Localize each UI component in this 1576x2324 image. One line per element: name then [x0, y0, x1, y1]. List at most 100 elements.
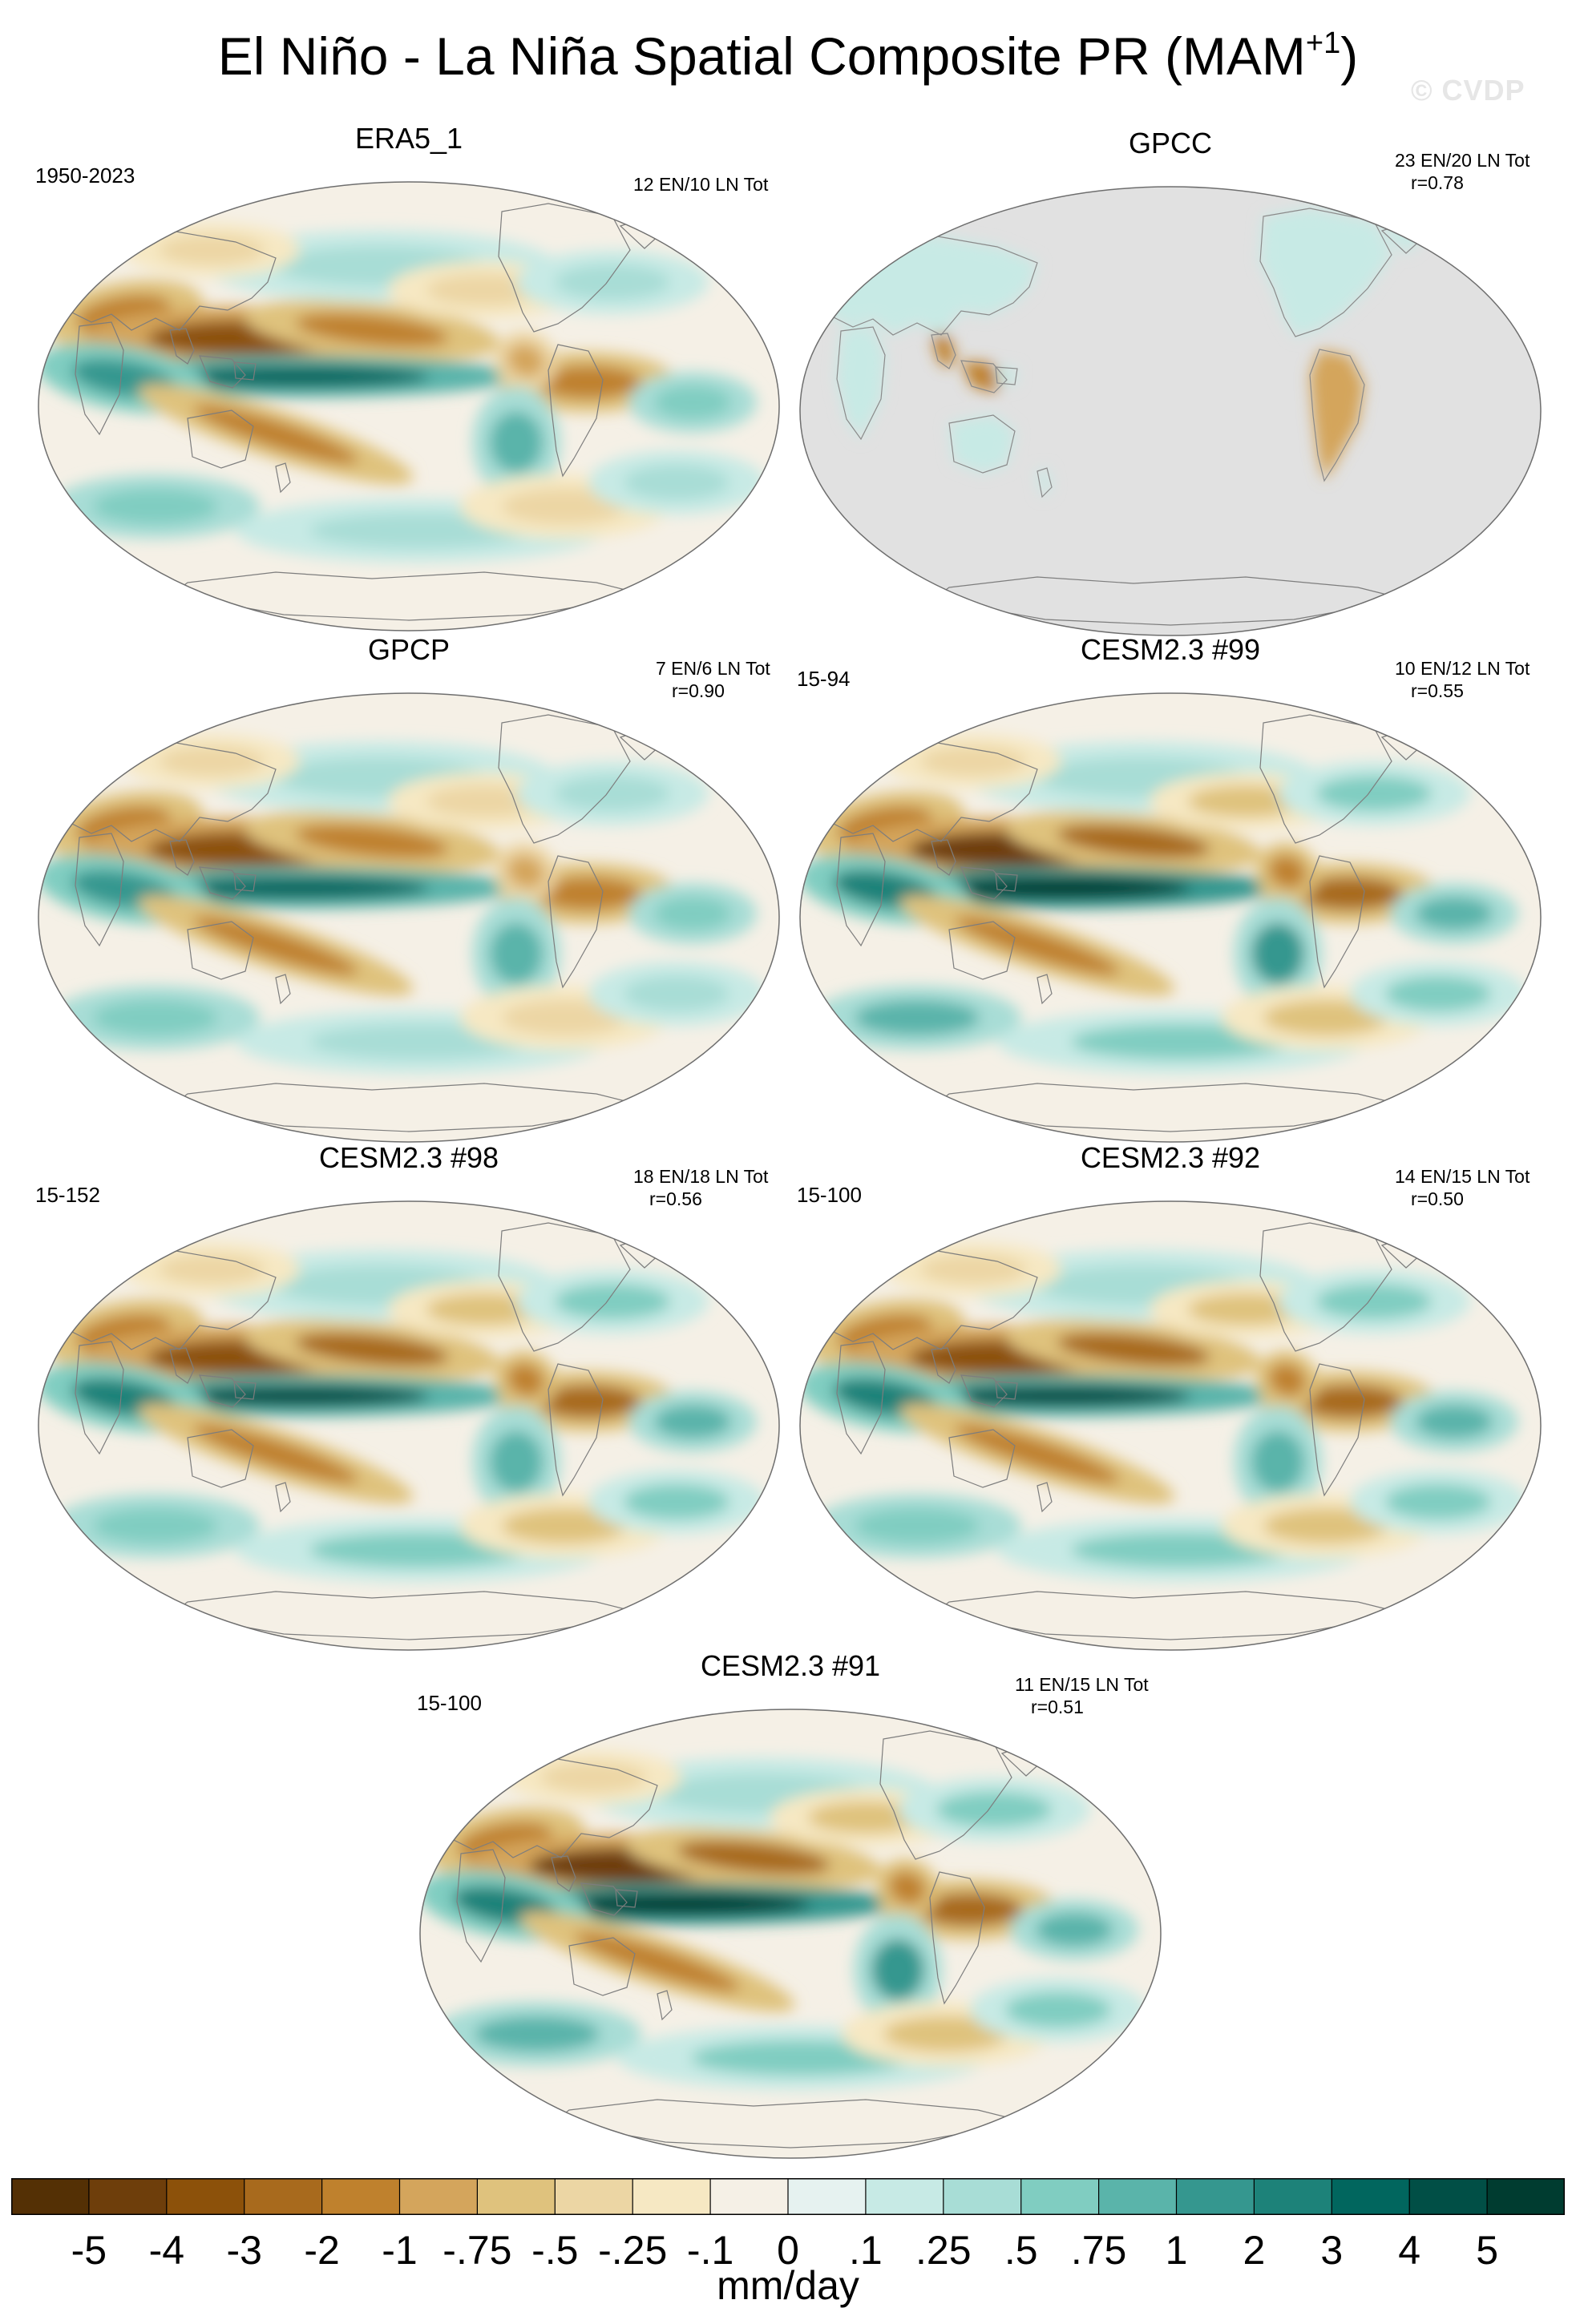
anomaly-core — [1036, 1913, 1113, 1947]
map-panel-cesm-98: CESM2.3 #98 15-152 18 EN/18 LN Tot r=0.5… — [35, 1141, 782, 1654]
coastline — [948, 921, 1016, 980]
panel-stats: 23 EN/20 LN Tot r=0.78 — [1395, 149, 1530, 194]
panel-stats: 18 EN/18 LN Tot r=0.56 — [633, 1165, 768, 1210]
event-count: 12 EN/10 LN Tot — [633, 174, 769, 195]
anomaly-core — [624, 465, 729, 500]
anomaly-core — [170, 876, 430, 900]
coastline — [275, 1482, 291, 1513]
land-anomaly — [949, 415, 1015, 473]
colorbar-swatch — [943, 2178, 1022, 2215]
coastline — [233, 873, 257, 892]
anomaly-core — [1297, 1385, 1403, 1418]
anomaly-field — [420, 1730, 1146, 2148]
coastline — [836, 833, 886, 947]
panel-title: CESM2.3 #99 — [1080, 633, 1261, 666]
colorbar-swatch — [321, 2178, 400, 2215]
colorbar-tick-label: -.5 — [531, 2228, 579, 2273]
coastline — [75, 1341, 124, 1455]
anomaly-core — [193, 405, 358, 464]
colorbar-swatch — [477, 2178, 556, 2215]
anomaly-core — [654, 385, 731, 419]
anomaly-core — [1188, 785, 1303, 817]
colorbar-tick-label: -1 — [382, 2228, 418, 2273]
anomaly-core — [1385, 976, 1491, 1011]
colorbar-swatch — [244, 2178, 323, 2215]
coastline — [233, 1381, 257, 1400]
anomaly-core — [1005, 1992, 1111, 2027]
anomaly-core — [1297, 877, 1403, 910]
anomaly-core — [624, 1484, 729, 1519]
panel-title: ERA5_1 — [354, 122, 463, 155]
panel-stats: 12 EN/10 LN Tot — [633, 173, 768, 196]
coastline — [551, 1855, 576, 1892]
anomaly-core — [159, 235, 265, 265]
anomaly-core — [426, 274, 542, 306]
coastline — [836, 1341, 886, 1455]
colorbar-swatch — [1254, 2178, 1332, 2215]
correlation: r=0.50 — [1411, 1188, 1464, 1209]
land-anomaly — [931, 333, 956, 369]
precipitation-map — [799, 692, 1542, 1143]
anomaly-core — [540, 1762, 646, 1793]
coastline — [49, 230, 277, 331]
panel-title: GPCC — [1128, 127, 1212, 159]
anomaly-core — [917, 1893, 1023, 1927]
colorbar-tick-label: -.25 — [598, 2228, 668, 2273]
coastline — [948, 1429, 1016, 1488]
anomaly-core — [808, 1802, 923, 1834]
anomaly-core — [555, 1284, 670, 1319]
anomaly-core — [295, 1332, 449, 1367]
anomaly-core — [535, 1385, 641, 1418]
anomaly-core — [1416, 897, 1493, 930]
anomaly-core — [93, 1000, 218, 1035]
anomaly-core — [855, 1508, 980, 1543]
anomaly-core — [1316, 1284, 1432, 1319]
anomaly-core — [507, 344, 545, 377]
coastline — [1309, 1363, 1365, 1497]
anomaly-core — [1188, 1293, 1303, 1325]
anomaly-core — [955, 1424, 1120, 1483]
watermark: © CVDP — [1411, 74, 1525, 107]
coastline — [548, 1363, 604, 1497]
colorbar-swatch — [1020, 2178, 1100, 2215]
coastline — [568, 1937, 636, 1996]
coastline — [169, 839, 195, 876]
land-anomaly — [837, 327, 885, 439]
anomaly-core — [1268, 855, 1307, 889]
anomaly-core — [1263, 1000, 1388, 1035]
anomaly-core — [490, 922, 543, 985]
coastline — [199, 866, 246, 900]
map-border — [799, 186, 1542, 636]
coastline — [169, 328, 195, 365]
coastline — [75, 321, 124, 436]
panel-title: GPCP — [367, 633, 451, 666]
map-panel-cesm-99: CESM2.3 #99 15-94 10 EN/12 LN Tot r=0.55 — [797, 633, 1544, 1146]
colorbar-units: mm/day — [717, 2263, 859, 2308]
coastline — [548, 855, 604, 989]
anomaly-core — [93, 489, 218, 524]
anomaly-core — [654, 1405, 731, 1438]
anomaly-core — [1251, 1430, 1304, 1493]
coastline — [995, 873, 1018, 892]
anomaly-core — [920, 746, 1026, 777]
colorbar-swatch — [1176, 2178, 1255, 2215]
anomaly-core — [426, 1293, 542, 1325]
coastline — [960, 360, 1008, 393]
land-anomaly — [1260, 208, 1392, 337]
coastline — [929, 1871, 985, 2005]
colorbar-swatch — [88, 2178, 168, 2215]
anomaly-core — [193, 1424, 358, 1483]
coastline — [199, 355, 246, 389]
event-count: 11 EN/15 LN Tot — [1015, 1674, 1149, 1695]
coastline — [199, 1374, 246, 1408]
map-border — [419, 1709, 1162, 2159]
event-count: 23 EN/20 LN Tot — [1395, 150, 1530, 171]
anomaly-field — [38, 1222, 765, 1640]
anomaly-core — [654, 897, 731, 930]
colorbar-swatch — [166, 2178, 245, 2215]
panel-stats: 14 EN/15 LN Tot r=0.50 — [1395, 1165, 1530, 1210]
colorbar-tick-label: -.1 — [686, 2228, 734, 2273]
map-panel-era5: ERA5_1 1950-2023 12 EN/10 LN Tot — [35, 122, 782, 635]
colorbar-tick-label: -5 — [71, 2228, 107, 2273]
coastline — [931, 333, 956, 369]
